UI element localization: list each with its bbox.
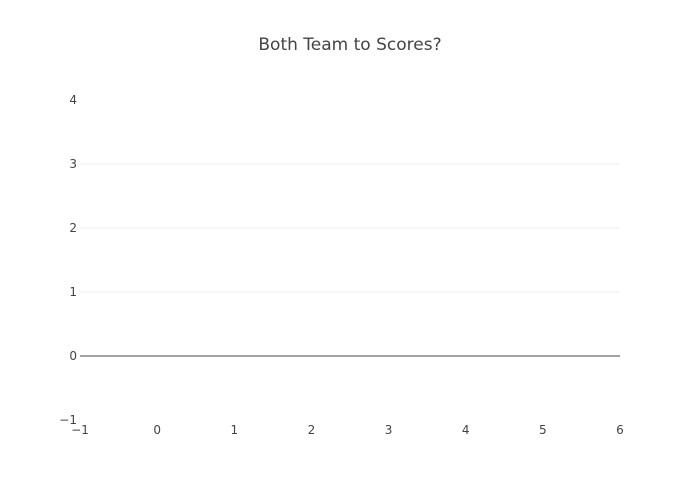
x-tick-label: 2 (308, 423, 316, 437)
y-axis-ticks: −1 0 1 2 3 4 (59, 93, 77, 427)
x-tick-label: −1 (71, 423, 89, 437)
grid-layer (80, 163, 620, 293)
y-tick-label: 1 (69, 285, 77, 299)
y-tick-label: −1 (59, 413, 77, 427)
x-tick-label: 4 (462, 423, 470, 437)
x-axis-ticks: −1 0 1 2 3 4 5 6 (71, 423, 624, 437)
x-tick-label: 0 (153, 423, 161, 437)
y-tick-label: 0 (69, 349, 77, 363)
x-tick-label: 1 (230, 423, 238, 437)
chart-title: Both Team to Scores? (258, 35, 441, 55)
x-tick-label: 6 (616, 423, 624, 437)
y-tick-label: 4 (69, 93, 77, 107)
y-tick-label: 2 (69, 221, 77, 235)
y-tick-label: 3 (69, 157, 77, 171)
x-tick-label: 3 (385, 423, 393, 437)
x-tick-label: 5 (539, 423, 547, 437)
